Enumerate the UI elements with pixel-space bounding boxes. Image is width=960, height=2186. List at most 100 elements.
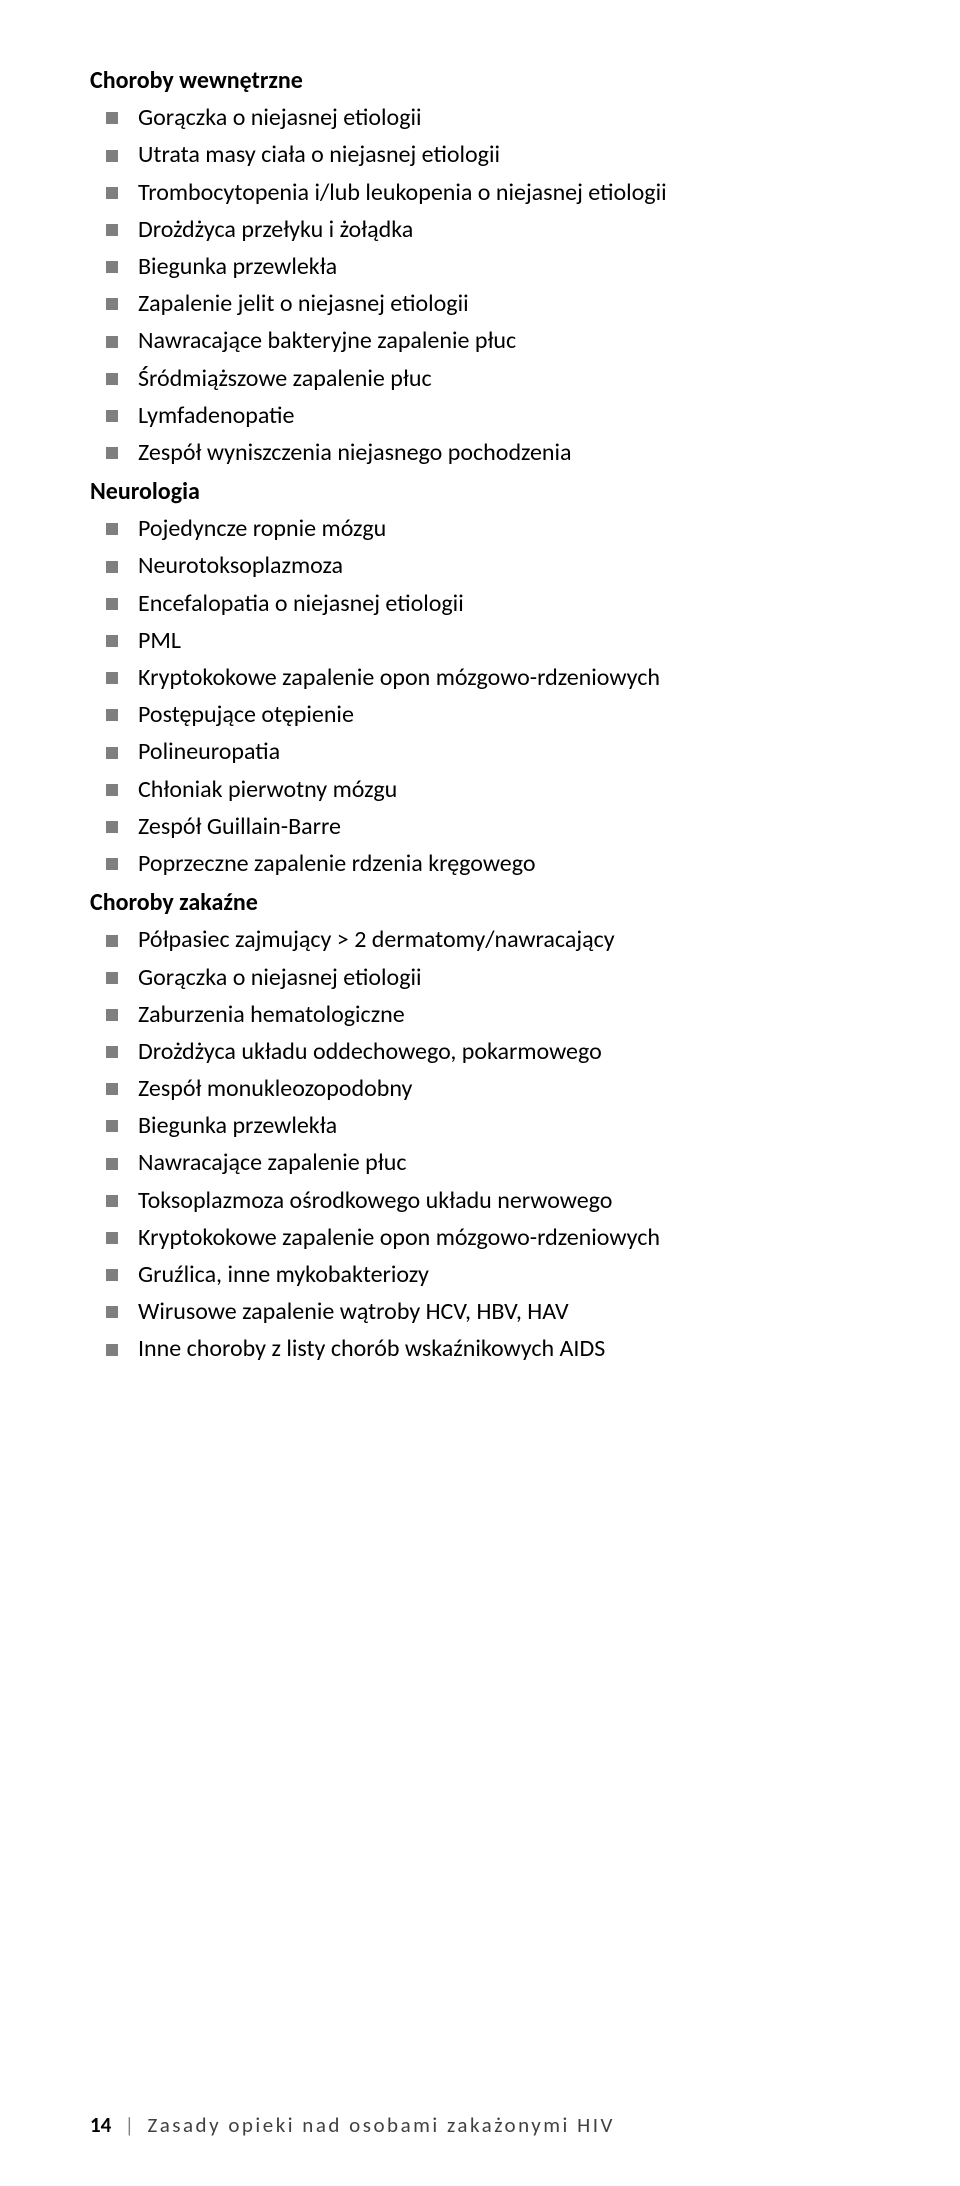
- list-item: Inne choroby z listy chorób wskaźnikowyc…: [138, 1330, 870, 1367]
- list-item: Neurotoksoplazmoza: [138, 547, 870, 584]
- list-item-text: Zespół Guillain-Barre: [138, 812, 341, 841]
- footer-title: Zasady opieki nad osobami zakażonymi HIV: [147, 2112, 614, 2138]
- list-item-text: Kryptokokowe zapalenie opon mózgowo-rdze…: [138, 663, 660, 692]
- list-item-text: Wirusowe zapalenie wątroby HCV, HBV, HAV: [138, 1297, 569, 1326]
- square-bullet-icon: [106, 150, 118, 162]
- list-item-text: Utrata masy ciała o niejasnej etiologii: [138, 140, 500, 169]
- square-bullet-icon: [106, 261, 118, 273]
- square-bullet-icon: [106, 858, 118, 870]
- square-bullet-icon: [106, 1083, 118, 1095]
- page-number: 14: [90, 2112, 111, 2138]
- list-item: Pojedyncze ropnie mózgu: [138, 510, 870, 547]
- list-item-text: PML: [138, 626, 181, 655]
- square-bullet-icon: [106, 298, 118, 310]
- list-item: Gorączka o niejasnej etiologii: [138, 99, 870, 136]
- list-item-text: Polineuropatia: [138, 737, 280, 766]
- list-item-text: Poprzeczne zapalenie rdzenia kręgowego: [138, 849, 536, 878]
- list-item-text: Śródmiąższowe zapalenie płuc: [138, 364, 432, 393]
- square-bullet-icon: [106, 561, 118, 573]
- square-bullet-icon: [106, 1232, 118, 1244]
- section-heading: Choroby zakaźne: [90, 884, 870, 921]
- list-item-text: Drożdżyca układu oddechowego, pokarmoweg…: [138, 1037, 602, 1066]
- list-item-text: Zespół wyniszczenia niejasnego pochodzen…: [138, 438, 572, 467]
- list-item: PML: [138, 622, 870, 659]
- list-item-text: Nawracające bakteryjne zapalenie płuc: [138, 326, 516, 355]
- square-bullet-icon: [106, 1306, 118, 1318]
- square-bullet-icon: [106, 1344, 118, 1356]
- list-item-text: Zespół monukleozopodobny: [138, 1074, 412, 1103]
- list-item: Kryptokokowe zapalenie opon mózgowo-rdze…: [138, 659, 870, 696]
- list-item: Zapalenie jelit o niejasnej etiologii: [138, 285, 870, 322]
- list-item: Poprzeczne zapalenie rdzenia kręgowego: [138, 845, 870, 882]
- list-item-text: Toksoplazmoza ośrodkowego układu nerwowe…: [138, 1186, 612, 1215]
- section-heading: Neurologia: [90, 473, 870, 510]
- list-item-text: Biegunka przewlekła: [138, 1111, 337, 1140]
- list-item: Śródmiąższowe zapalenie płuc: [138, 360, 870, 397]
- list-item: Półpasiec zajmujący > 2 dermatomy/nawrac…: [138, 921, 870, 958]
- list-item-text: Postępujące otępienie: [138, 700, 354, 729]
- list-item-text: Biegunka przewlekła: [138, 252, 337, 281]
- list-item-text: Nawracające zapalenie płuc: [138, 1148, 406, 1177]
- square-bullet-icon: [106, 336, 118, 348]
- list-item: Zespół wyniszczenia niejasnego pochodzen…: [138, 434, 870, 471]
- square-bullet-icon: [106, 224, 118, 236]
- square-bullet-icon: [106, 672, 118, 684]
- list-item-text: Trombocytopenia i/lub leukopenia o nieja…: [138, 178, 667, 207]
- list-item-text: Neurotoksoplazmoza: [138, 551, 343, 580]
- square-bullet-icon: [106, 1195, 118, 1207]
- list-item: Chłoniak pierwotny mózgu: [138, 771, 870, 808]
- list-item-text: Gorączka o niejasnej etiologii: [138, 963, 422, 992]
- square-bullet-icon: [106, 1269, 118, 1281]
- square-bullet-icon: [106, 447, 118, 459]
- list-item-text: Encefalopatia o niejasnej etiologii: [138, 589, 464, 618]
- list-item-text: Zapalenie jelit o niejasnej etiologii: [138, 289, 469, 318]
- list-item: Biegunka przewlekła: [138, 1107, 870, 1144]
- square-bullet-icon: [106, 112, 118, 124]
- list-item-text: Gruźlica, inne mykobakteriozy: [138, 1260, 429, 1289]
- list-item: Kryptokokowe zapalenie opon mózgowo-rdze…: [138, 1219, 870, 1256]
- list-item: Drożdżyca układu oddechowego, pokarmoweg…: [138, 1033, 870, 1070]
- list-item: Lymfadenopatie: [138, 397, 870, 434]
- square-bullet-icon: [106, 935, 118, 947]
- square-bullet-icon: [106, 1158, 118, 1170]
- list-item-text: Inne choroby z listy chorób wskaźnikowyc…: [138, 1334, 605, 1363]
- square-bullet-icon: [106, 373, 118, 385]
- list-item: Postępujące otępienie: [138, 696, 870, 733]
- list-item-text: Kryptokokowe zapalenie opon mózgowo-rdze…: [138, 1223, 660, 1252]
- square-bullet-icon: [106, 410, 118, 422]
- document-body: Choroby wewnętrzneGorączka o niejasnej e…: [90, 62, 870, 1368]
- square-bullet-icon: [106, 523, 118, 535]
- list-item: Drożdżyca przełyku i żołądka: [138, 211, 870, 248]
- square-bullet-icon: [106, 709, 118, 721]
- page-footer: 14 | Zasady opieki nad osobami zakażonym…: [90, 2109, 615, 2142]
- square-bullet-icon: [106, 784, 118, 796]
- list-item: Zespół monukleozopodobny: [138, 1070, 870, 1107]
- list-item: Wirusowe zapalenie wątroby HCV, HBV, HAV: [138, 1293, 870, 1330]
- square-bullet-icon: [106, 598, 118, 610]
- list-item: Polineuropatia: [138, 733, 870, 770]
- list-item-text: Zaburzenia hematologiczne: [138, 1000, 405, 1029]
- list-item: Biegunka przewlekła: [138, 248, 870, 285]
- square-bullet-icon: [106, 635, 118, 647]
- square-bullet-icon: [106, 972, 118, 984]
- square-bullet-icon: [106, 747, 118, 759]
- square-bullet-icon: [106, 187, 118, 199]
- square-bullet-icon: [106, 1009, 118, 1021]
- list-item: Gruźlica, inne mykobakteriozy: [138, 1256, 870, 1293]
- section-heading: Choroby wewnętrzne: [90, 62, 870, 99]
- list-item-text: Pojedyncze ropnie mózgu: [138, 514, 386, 543]
- list-item: Encefalopatia o niejasnej etiologii: [138, 585, 870, 622]
- list-item: Zespół Guillain-Barre: [138, 808, 870, 845]
- list-item: Gorączka o niejasnej etiologii: [138, 959, 870, 996]
- section-list: Pojedyncze ropnie mózgu Neurotoksoplazmoz…: [90, 510, 870, 882]
- section-list: Gorączka o niejasnej etiologii Utrata mas…: [90, 99, 870, 471]
- list-item: Nawracające zapalenie płuc: [138, 1144, 870, 1181]
- list-item: Utrata masy ciała o niejasnej etiologii: [138, 136, 870, 173]
- list-item: Nawracające bakteryjne zapalenie płuc: [138, 322, 870, 359]
- list-item-text: Drożdżyca przełyku i żołądka: [138, 215, 413, 244]
- list-item: Toksoplazmoza ośrodkowego układu nerwowe…: [138, 1182, 870, 1219]
- footer-separator: |: [125, 2112, 135, 2138]
- section-list: Półpasiec zajmujący > 2 dermatomy/nawrac…: [90, 921, 870, 1367]
- list-item: Zaburzenia hematologiczne: [138, 996, 870, 1033]
- list-item-text: Chłoniak pierwotny mózgu: [138, 775, 397, 804]
